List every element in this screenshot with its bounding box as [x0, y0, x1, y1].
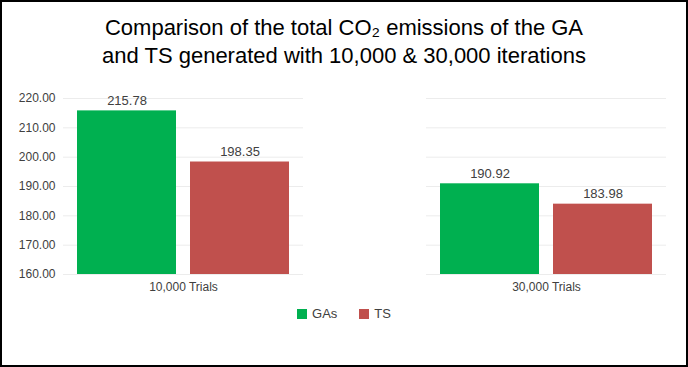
- svg-text:183.98: 183.98: [583, 186, 623, 201]
- svg-text:200.00: 200.00: [19, 150, 56, 164]
- svg-text:215.78: 215.78: [107, 93, 147, 108]
- html-text:Comparison of the total CO₂ em: Comparison of the total CO₂ emissions of…: [102, 15, 586, 68]
- svg-text:180.00: 180.00: [19, 209, 56, 223]
- svg-text:160.00: 160.00: [19, 267, 56, 281]
- svg-text:210.00: 210.00: [19, 121, 56, 135]
- svg-text:190.92: 190.92: [470, 166, 510, 181]
- html-text:GAs: GAs: [312, 306, 338, 321]
- svg-text:10,000 Trials: 10,000 Trials: [149, 280, 218, 294]
- html-text:TS: TS: [374, 306, 391, 321]
- svg-text:198.35: 198.35: [220, 144, 260, 159]
- svg-text:190.00: 190.00: [19, 179, 56, 193]
- svg-text:220.00: 220.00: [19, 91, 56, 105]
- svg-text:30,000 Trials: 30,000 Trials: [512, 280, 581, 294]
- svg-text:170.00: 170.00: [19, 238, 56, 252]
